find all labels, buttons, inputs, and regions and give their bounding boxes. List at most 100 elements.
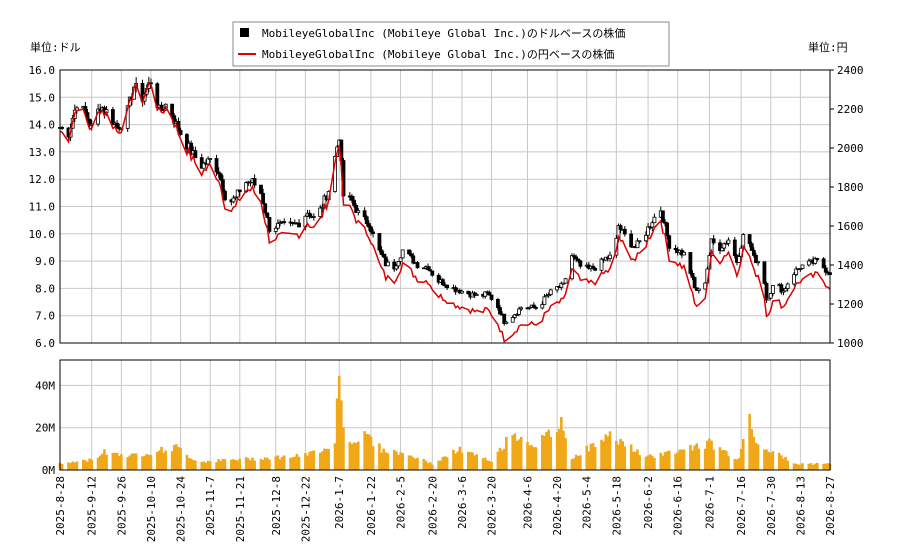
candle-body — [720, 247, 725, 252]
grid-layer — [59, 69, 834, 471]
volume-bar — [710, 440, 713, 470]
volume-bar — [631, 451, 635, 470]
usd-tick-label: 9.0 — [35, 255, 55, 268]
candle-body — [646, 226, 650, 236]
volume-bar — [308, 451, 311, 470]
jpy-tick-label: 2200 — [837, 103, 864, 116]
candle-body — [783, 288, 788, 292]
volume-bar — [792, 463, 796, 470]
volume-bar — [274, 456, 278, 470]
volume-bar — [481, 458, 485, 470]
volume-bar — [81, 459, 85, 470]
volume-bar — [282, 455, 286, 470]
date-tick-label: 2026-6-2 — [642, 476, 655, 529]
volume-bar — [587, 451, 591, 470]
candle-body — [570, 255, 574, 280]
candle-body — [650, 222, 655, 228]
candle-body — [436, 274, 441, 283]
volume-bar — [739, 449, 743, 470]
candle-body — [466, 290, 471, 295]
volume-bar — [414, 458, 417, 470]
jpy-tick-label: 1000 — [837, 337, 864, 350]
volume-bar — [105, 454, 108, 470]
date-tick-label: 2026-7-1 — [703, 476, 716, 529]
candle-body — [779, 284, 784, 293]
volume-bar — [682, 449, 686, 470]
volume-bar — [636, 449, 639, 470]
candle-body — [692, 277, 697, 289]
volume-bar — [456, 451, 459, 470]
candle-body — [267, 216, 272, 232]
volume-bar — [589, 443, 593, 470]
volume-bar — [90, 459, 94, 470]
candle-body — [398, 257, 403, 262]
date-tick-label: 2025-10-10 — [145, 476, 158, 542]
candle-body — [460, 290, 464, 294]
volume-bar — [407, 455, 411, 470]
volume-bar — [60, 463, 64, 470]
volume-bar — [84, 460, 87, 470]
candle-body — [652, 216, 657, 224]
volume-bar — [617, 444, 620, 470]
volume-bar — [409, 455, 413, 470]
volume-bar — [382, 448, 385, 470]
volume-bar — [676, 452, 679, 470]
candle-body — [762, 261, 767, 284]
candle-body — [546, 294, 551, 296]
volume-bar — [392, 450, 396, 470]
candle-body — [502, 313, 507, 324]
volume-bar — [422, 458, 426, 470]
volume-bar — [221, 459, 225, 470]
volume-bar — [661, 455, 665, 470]
candle-body — [282, 221, 287, 224]
candle-body — [561, 282, 566, 285]
volume-bar — [397, 454, 400, 470]
candle-body — [201, 162, 206, 169]
volume-bar — [576, 456, 580, 470]
candle-body — [261, 193, 265, 205]
volume-bar — [543, 435, 546, 470]
candle-body — [350, 195, 354, 201]
date-tick-label: 2026-8-13 — [794, 476, 807, 536]
candle-body — [696, 288, 701, 291]
volume-bar — [312, 450, 316, 470]
volume-bar — [356, 441, 360, 470]
volume-bar — [528, 445, 531, 470]
volume-bar — [437, 460, 440, 470]
volume-bar — [466, 451, 470, 470]
volume-bar — [651, 455, 654, 470]
volume-bar — [96, 457, 100, 470]
date-tick-label: 2025-11-7 — [204, 476, 217, 536]
candle-body — [223, 190, 227, 201]
candle-body — [428, 269, 433, 272]
volume-bar — [794, 463, 798, 470]
volume-bar — [534, 447, 538, 470]
candle-body — [259, 184, 263, 194]
candle-body — [483, 291, 488, 297]
candle-body — [445, 284, 450, 289]
candle-body — [489, 294, 494, 300]
candle-body — [512, 314, 517, 318]
volume-bar — [784, 456, 787, 470]
date-tick-label: 2026-2-5 — [395, 476, 408, 529]
volume-bar — [384, 452, 388, 470]
volume-bar — [251, 457, 254, 470]
candle-body — [540, 303, 545, 309]
volume-bar — [593, 446, 597, 470]
volume-bar — [515, 440, 519, 470]
volume-bar — [75, 461, 79, 470]
volume-bar — [318, 452, 322, 470]
candle-body — [576, 258, 581, 262]
candle-body — [629, 233, 634, 248]
axis-labels: 2025-8-28 2025-9-12 2025-9-26 2025-10-10 202… — [29, 64, 864, 542]
volume-bar — [132, 453, 136, 470]
candle-body — [559, 282, 564, 288]
volume-bar — [223, 459, 227, 470]
candle-body — [622, 228, 627, 235]
volume-bar — [741, 439, 745, 470]
volume-bar — [602, 441, 605, 470]
volume-bar — [185, 454, 189, 470]
volume-tick-label: 20M — [35, 422, 55, 435]
volume-bar — [634, 451, 637, 470]
